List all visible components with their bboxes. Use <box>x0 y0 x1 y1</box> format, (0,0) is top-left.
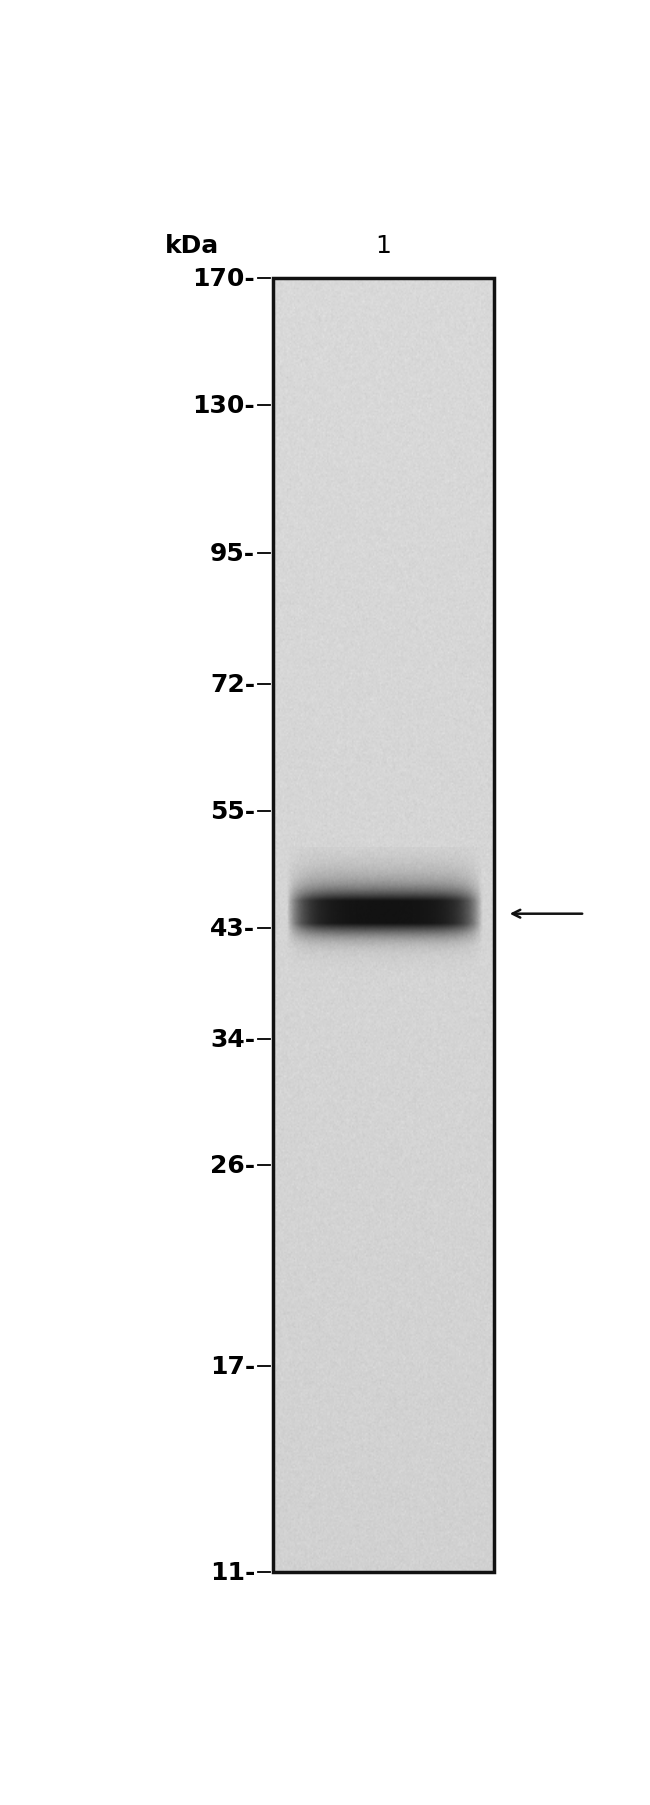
Text: 55-: 55- <box>210 800 255 823</box>
Text: 72-: 72- <box>210 673 255 697</box>
Text: kDa: kDa <box>165 235 219 258</box>
Text: 26-: 26- <box>210 1153 255 1177</box>
Text: 170-: 170- <box>192 267 255 291</box>
Text: 11-: 11- <box>210 1560 255 1583</box>
Text: 34-: 34- <box>210 1027 255 1051</box>
Text: 17-: 17- <box>210 1354 255 1379</box>
Text: 1: 1 <box>376 235 391 258</box>
Text: 95-: 95- <box>210 542 255 565</box>
Text: 43-: 43- <box>210 917 255 940</box>
Text: 130-: 130- <box>192 393 255 417</box>
